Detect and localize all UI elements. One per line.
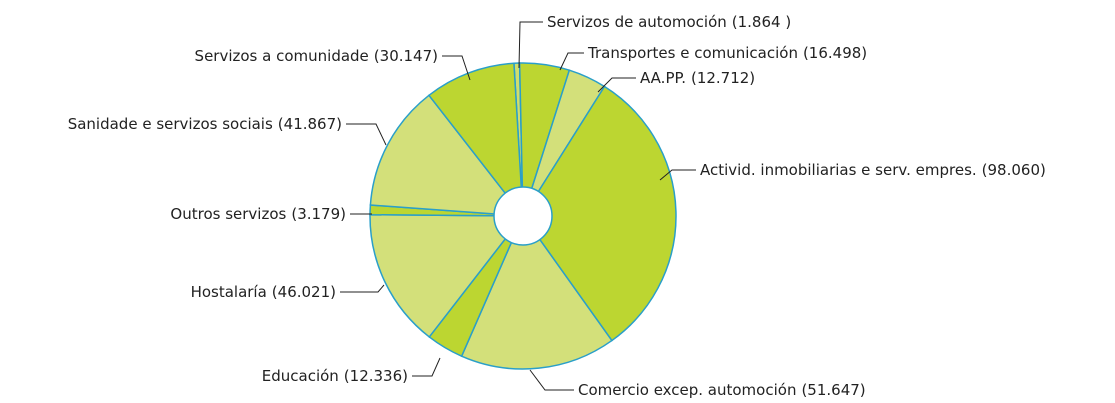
slice xyxy=(460,214,613,370)
slice-label: AA.PP. (12.712) xyxy=(640,69,755,87)
donut-hole xyxy=(493,186,553,246)
slice xyxy=(522,85,677,342)
slice xyxy=(427,62,524,219)
leader-line xyxy=(559,52,584,71)
slice xyxy=(369,213,525,338)
slice-label: Outros servizos (3.179) xyxy=(170,205,346,223)
slice-label: Sanidade e servizos sociais (41.867) xyxy=(68,115,342,133)
leader-line xyxy=(340,284,385,293)
leader-line xyxy=(442,55,471,81)
value-label: (46.021) xyxy=(272,283,336,301)
value-label: (12.336) xyxy=(344,367,408,385)
slice-label: Servizos de automoción (1.864 ) xyxy=(547,13,791,31)
slice-label: Activid. inmobiliarias e serv. empres. (9… xyxy=(700,161,1046,179)
leader-line xyxy=(346,123,387,146)
category-name: Activid. inmobiliarias e serv. empres. xyxy=(700,161,977,179)
leader-line xyxy=(529,369,574,391)
slice xyxy=(369,94,525,217)
slice-label: Transportes e comunicación (16.498) xyxy=(587,44,867,62)
value-label: (16.498) xyxy=(803,44,867,62)
slice-label: Hostalaría (46.021) xyxy=(191,283,336,301)
leader-line xyxy=(412,357,441,377)
value-label: (30.147) xyxy=(374,47,438,65)
category-name: Servizos de automoción xyxy=(547,13,727,31)
category-name: Servizos a comunidade xyxy=(195,47,369,65)
category-name: Transportes e comunicación xyxy=(587,44,798,62)
slice-label: Comercio excep. automoción (51.647) xyxy=(578,381,866,399)
slice-label: Educación (12.336) xyxy=(262,367,408,385)
category-name: Educación xyxy=(262,367,339,385)
value-label: (3.179) xyxy=(291,205,346,223)
slice-label: Servizos a comunidade (30.147) xyxy=(195,47,438,65)
category-name: AA.PP. xyxy=(640,69,686,87)
value-label: (12.712) xyxy=(691,69,755,87)
leader-line xyxy=(659,169,696,181)
category-name: Outros servizos xyxy=(170,205,286,223)
value-label: (51.647) xyxy=(801,381,865,399)
value-label: (1.864 ) xyxy=(732,13,791,31)
value-label: (41.867) xyxy=(278,115,342,133)
leader-line xyxy=(597,77,636,93)
category-name: Hostalaría xyxy=(191,283,267,301)
category-name: Sanidade e servizos sociais xyxy=(68,115,273,133)
leader-line xyxy=(518,21,543,69)
category-name: Comercio excep. automoción xyxy=(578,381,796,399)
value-label: (98.060) xyxy=(982,161,1046,179)
